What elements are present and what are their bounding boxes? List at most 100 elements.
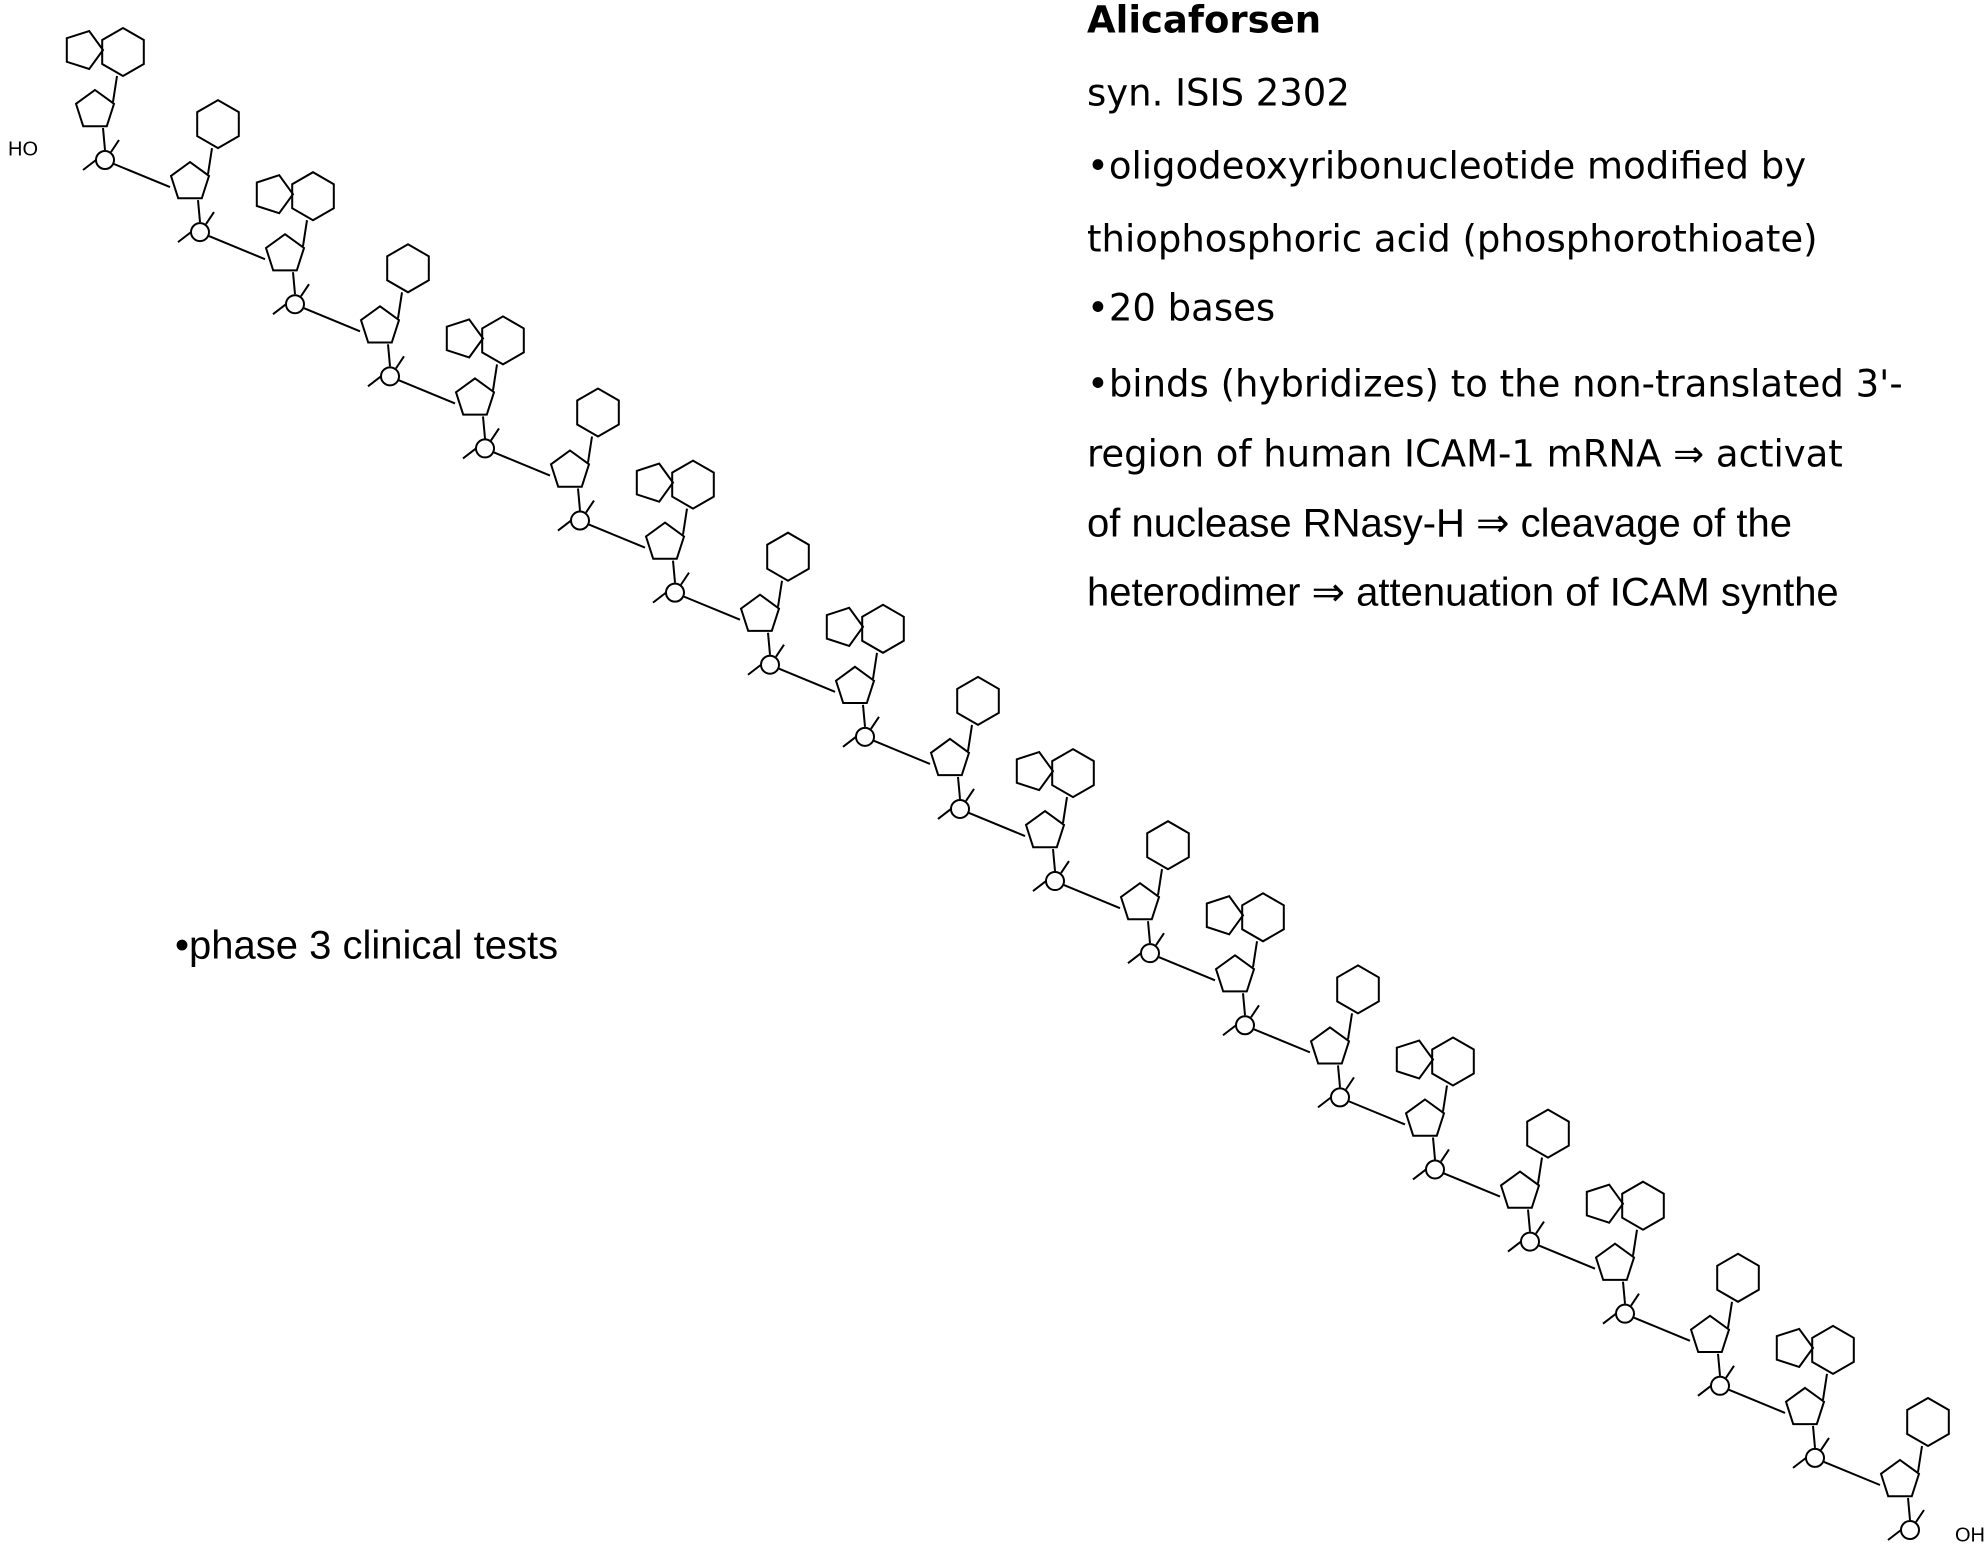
bond <box>1345 1076 1355 1090</box>
bond <box>1348 1100 1406 1126</box>
sugar-ring <box>1404 1098 1446 1137</box>
bond <box>1062 796 1068 824</box>
base-ring <box>1015 750 1055 792</box>
bond <box>205 211 215 225</box>
bond <box>1727 1301 1733 1328</box>
bond <box>937 808 952 820</box>
phosphate <box>855 726 875 747</box>
bullet: •binds (hybridizes) to the non-translate… <box>1087 363 1903 406</box>
bond <box>1443 1172 1501 1198</box>
base-ring <box>1205 895 1245 936</box>
bond <box>1822 1373 1828 1401</box>
bond <box>1917 1445 1923 1473</box>
bond <box>682 508 688 535</box>
sugar-ring <box>1594 1242 1636 1281</box>
bond <box>1812 1425 1816 1448</box>
title: Alicaforsen <box>1087 0 1321 42</box>
phosphate <box>760 654 780 675</box>
phosphate <box>1710 1375 1730 1396</box>
base-ring <box>196 98 240 150</box>
phosphate <box>1140 943 1160 964</box>
bullet: thiophosphoric acid (phosphorothioate) <box>1087 218 1818 261</box>
bond <box>965 788 975 802</box>
base-ring <box>576 387 620 438</box>
bond <box>302 220 308 247</box>
bond <box>1337 1065 1341 1088</box>
sugar-ring <box>1689 1314 1731 1353</box>
bond <box>1412 1168 1427 1181</box>
bond <box>110 139 120 153</box>
sugar-ring <box>929 737 971 777</box>
bond <box>397 292 403 319</box>
phosphate <box>570 510 590 531</box>
phosphate <box>1425 1159 1445 1180</box>
bond <box>300 283 310 297</box>
bond <box>482 416 486 439</box>
bond <box>197 200 201 223</box>
sugar-ring <box>834 665 876 704</box>
bond <box>1222 1024 1237 1037</box>
bond <box>1157 869 1163 896</box>
base-ring <box>1585 1183 1625 1224</box>
phosphate <box>665 582 685 603</box>
bond <box>778 667 836 693</box>
bond <box>1158 956 1216 982</box>
bond <box>1632 1229 1638 1256</box>
base-ring <box>1336 964 1380 1015</box>
phosphate <box>1805 1447 1825 1468</box>
base-ring <box>445 318 485 359</box>
bond <box>490 427 500 441</box>
bond <box>842 736 857 748</box>
bullet: heterodimer ⇒ attenuation of ICAM synthe <box>1087 571 1839 615</box>
bond <box>1253 1028 1311 1054</box>
base-ring <box>825 606 865 648</box>
bond <box>777 580 783 607</box>
sugar-ring <box>1119 881 1161 921</box>
sugar-ring <box>549 449 591 488</box>
base-ring <box>1775 1327 1815 1369</box>
bond <box>1915 1509 1925 1523</box>
bond <box>1250 1004 1260 1018</box>
bond <box>82 159 97 171</box>
sugar-ring <box>1499 1170 1541 1209</box>
atom-label: HO <box>8 138 38 160</box>
phosphate <box>285 294 305 315</box>
bond <box>1820 1437 1830 1451</box>
bond <box>1432 1137 1436 1160</box>
phosphate <box>95 150 115 170</box>
bond <box>1242 993 1246 1016</box>
bond <box>672 560 676 583</box>
bond <box>1127 952 1142 964</box>
bond <box>968 812 1026 837</box>
base-ring <box>1395 1039 1435 1080</box>
bond <box>557 519 572 532</box>
bond <box>387 344 391 367</box>
bond <box>775 644 785 658</box>
bond <box>1032 880 1047 892</box>
bond <box>1887 1529 1902 1541</box>
bond <box>747 663 762 676</box>
bond <box>207 147 213 175</box>
note: •phase 3 clinical tests <box>175 924 558 968</box>
sugar-ring <box>359 305 401 344</box>
sugar-ring <box>1214 954 1256 993</box>
bond <box>1147 921 1151 944</box>
bond <box>1622 1281 1626 1304</box>
bond <box>957 776 961 800</box>
base-ring <box>1526 1108 1570 1159</box>
bond <box>398 379 456 405</box>
bond <box>1538 1244 1596 1270</box>
bond <box>1717 1353 1721 1376</box>
bond <box>1633 1316 1691 1342</box>
base-ring <box>101 26 145 78</box>
bond <box>1252 941 1258 968</box>
bond <box>113 163 171 189</box>
bond <box>1440 1148 1450 1163</box>
sugar-ring <box>1024 809 1066 849</box>
base-ring <box>1241 892 1285 943</box>
sugar-ring <box>1879 1458 1921 1498</box>
bond <box>112 75 118 103</box>
bond <box>1725 1365 1735 1379</box>
bond <box>1507 1240 1522 1253</box>
